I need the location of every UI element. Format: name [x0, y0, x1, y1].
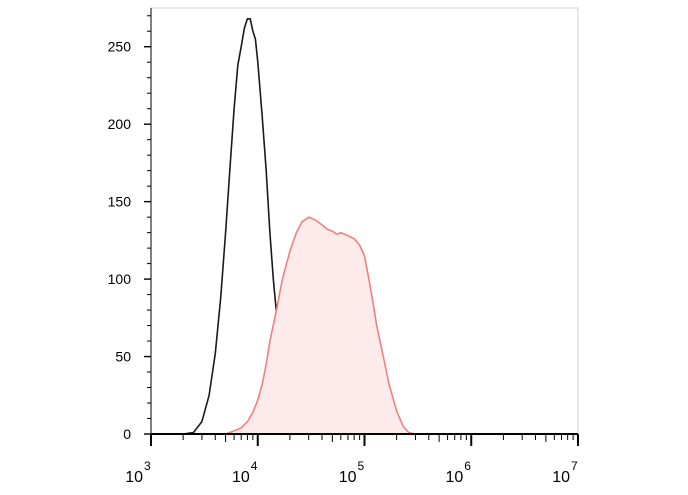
series-line-1 [159, 216, 578, 435]
x-tick-label-base: 10 [445, 469, 463, 486]
x-tick-label-exponent: 6 [464, 459, 471, 473]
series-layer [159, 18, 578, 435]
y-tick-label: 0 [123, 426, 131, 442]
x-tick-label-exponent: 5 [358, 459, 365, 473]
y-tick-label: 100 [108, 271, 132, 287]
x-tick-label-base: 10 [552, 469, 570, 486]
y-tick-label: 250 [108, 39, 132, 55]
y-tick-label: 150 [108, 194, 132, 210]
x-tick-label-exponent: 4 [251, 459, 258, 473]
x-tick-label-exponent: 7 [571, 459, 578, 473]
y-tick-label: 50 [115, 349, 131, 365]
x-tick-label-base: 10 [339, 469, 357, 486]
x-tick-label-exponent: 3 [144, 459, 151, 473]
series-area-1 [159, 217, 578, 434]
y-tick-label: 200 [108, 116, 132, 132]
x-tick-label-base: 10 [125, 469, 143, 486]
y-axis: 0 50 100 150 200 250 [108, 8, 152, 442]
x-tick-label-base: 10 [232, 469, 250, 486]
